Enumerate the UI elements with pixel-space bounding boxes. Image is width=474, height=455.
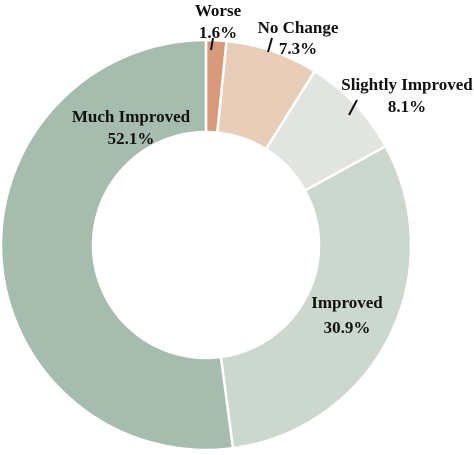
slice-labels: Worse 1.6% No Change 7.3% Slightly Improved 8… bbox=[72, 1, 473, 337]
leader-line-no-change bbox=[267, 37, 273, 53]
slice-value-label: 7.3% bbox=[279, 39, 317, 58]
slice-name-label: No Change bbox=[258, 18, 339, 37]
slice-name-label: Much Improved bbox=[72, 107, 191, 126]
slice-value-label: 52.1% bbox=[108, 129, 155, 148]
slice-name-label: Slightly Improved bbox=[341, 75, 473, 94]
leader-lines bbox=[210, 37, 358, 116]
donut-slices bbox=[0, 38, 413, 452]
slice-value-label: 8.1% bbox=[388, 97, 426, 116]
leader-line-slightly-improved bbox=[348, 99, 358, 116]
slice-value-label: 30.9% bbox=[324, 318, 371, 337]
slice-name-label: Improved bbox=[311, 293, 383, 312]
slice-value-label: 1.6% bbox=[199, 23, 237, 42]
slice-much-improved bbox=[0, 38, 235, 452]
leader-line-worse bbox=[210, 37, 214, 51]
slice-name-label: Worse bbox=[195, 1, 242, 20]
slice-improved bbox=[219, 144, 413, 450]
